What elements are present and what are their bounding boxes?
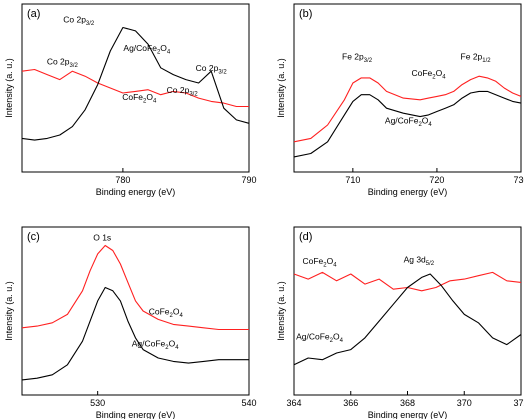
plot-frame (21, 3, 250, 173)
peak-annotation: Fe 2p3/2 (342, 51, 373, 64)
peak-annotation: O 1s (93, 232, 111, 242)
panel-d: (d) 364 366 368 370 372 Binding energy (eV) Int… (276, 226, 524, 419)
x-tick-label: 780 (115, 175, 130, 185)
series-line-ag-cofe2o4 (21, 286, 249, 381)
x-tick-label: 366 (343, 398, 358, 408)
series-line-cofe2o4 (21, 244, 249, 331)
x-tick-label: 540 (241, 398, 256, 408)
y-axis-label: Intensity (a. u.) (276, 281, 286, 341)
peak-annotation: Co 2p3/2 (47, 56, 79, 69)
x-tick-label: 372 (513, 398, 524, 408)
peak-annotation: CoFe2O4 (122, 92, 157, 105)
x-tick-label: 370 (457, 398, 472, 408)
peak-annotation: Co 2p3/2 (196, 63, 228, 76)
peak-annotation: Ag/CoFe2O4 (123, 43, 171, 56)
peak-annotation: CoFe2O4 (302, 256, 337, 269)
y-axis-label: Intensity (a. u.) (4, 58, 14, 118)
panel-label: (b) (299, 8, 312, 20)
series-line-ag-cofe2o4 (21, 26, 250, 141)
x-axis-label: Binding energy (eV) (368, 410, 448, 419)
x-axis-label: Binding energy (eV) (368, 187, 448, 197)
x-axis-label: Binding energy (eV) (96, 187, 176, 197)
peak-annotation: Ag/CoFe2O4 (385, 115, 433, 128)
x-tick-label: 710 (345, 175, 360, 185)
peak-annotation: Ag/CoFe2O4 (296, 332, 344, 345)
y-axis-label: Intensity (a. u.) (4, 281, 14, 341)
series-line-cofe2o4 (21, 68, 249, 108)
panel-b: (b) 710 720 730 Binding energy (eV) Intensity… (276, 3, 524, 197)
series-line-ag-cofe2o4 (293, 273, 522, 366)
peak-annotation: Ag 3d5/2 (404, 254, 435, 267)
panel-c: (c) 530 540 Binding energy (eV) Intensity (a… (4, 226, 257, 419)
peak-annotation: CoFe2O4 (149, 306, 184, 319)
x-tick-label: 790 (241, 175, 256, 185)
peak-annotation: Co 2p3/2 (167, 85, 199, 98)
x-tick-label: 730 (513, 175, 524, 185)
plot-frame (21, 226, 250, 396)
panel-a: (a) 780 790 Binding energy (eV) Intensity (a… (4, 3, 257, 197)
x-tick-label: 364 (286, 398, 301, 408)
peak-annotation: Fe 2p1/2 (461, 51, 492, 64)
plot-frame (293, 3, 522, 173)
series-line-ag-cofe2o4 (293, 90, 522, 158)
peak-annotation: Co 2p3/2 (63, 14, 95, 27)
y-axis-label: Intensity (a. u.) (276, 58, 286, 118)
panel-label: (d) (299, 231, 312, 243)
x-tick-label: 368 (400, 398, 415, 408)
peak-annotation: CoFe2O4 (411, 68, 446, 81)
panel-label: (c) (27, 231, 40, 243)
x-axis-label: Binding energy (eV) (96, 410, 176, 419)
panel-label: (a) (27, 8, 40, 20)
peak-annotation: Ag/CoFe2O4 (132, 338, 180, 351)
plot-frame (293, 226, 522, 396)
x-tick-label: 720 (429, 175, 444, 185)
x-tick-label: 530 (90, 398, 105, 408)
series-line-cofe2o4 (293, 75, 522, 143)
